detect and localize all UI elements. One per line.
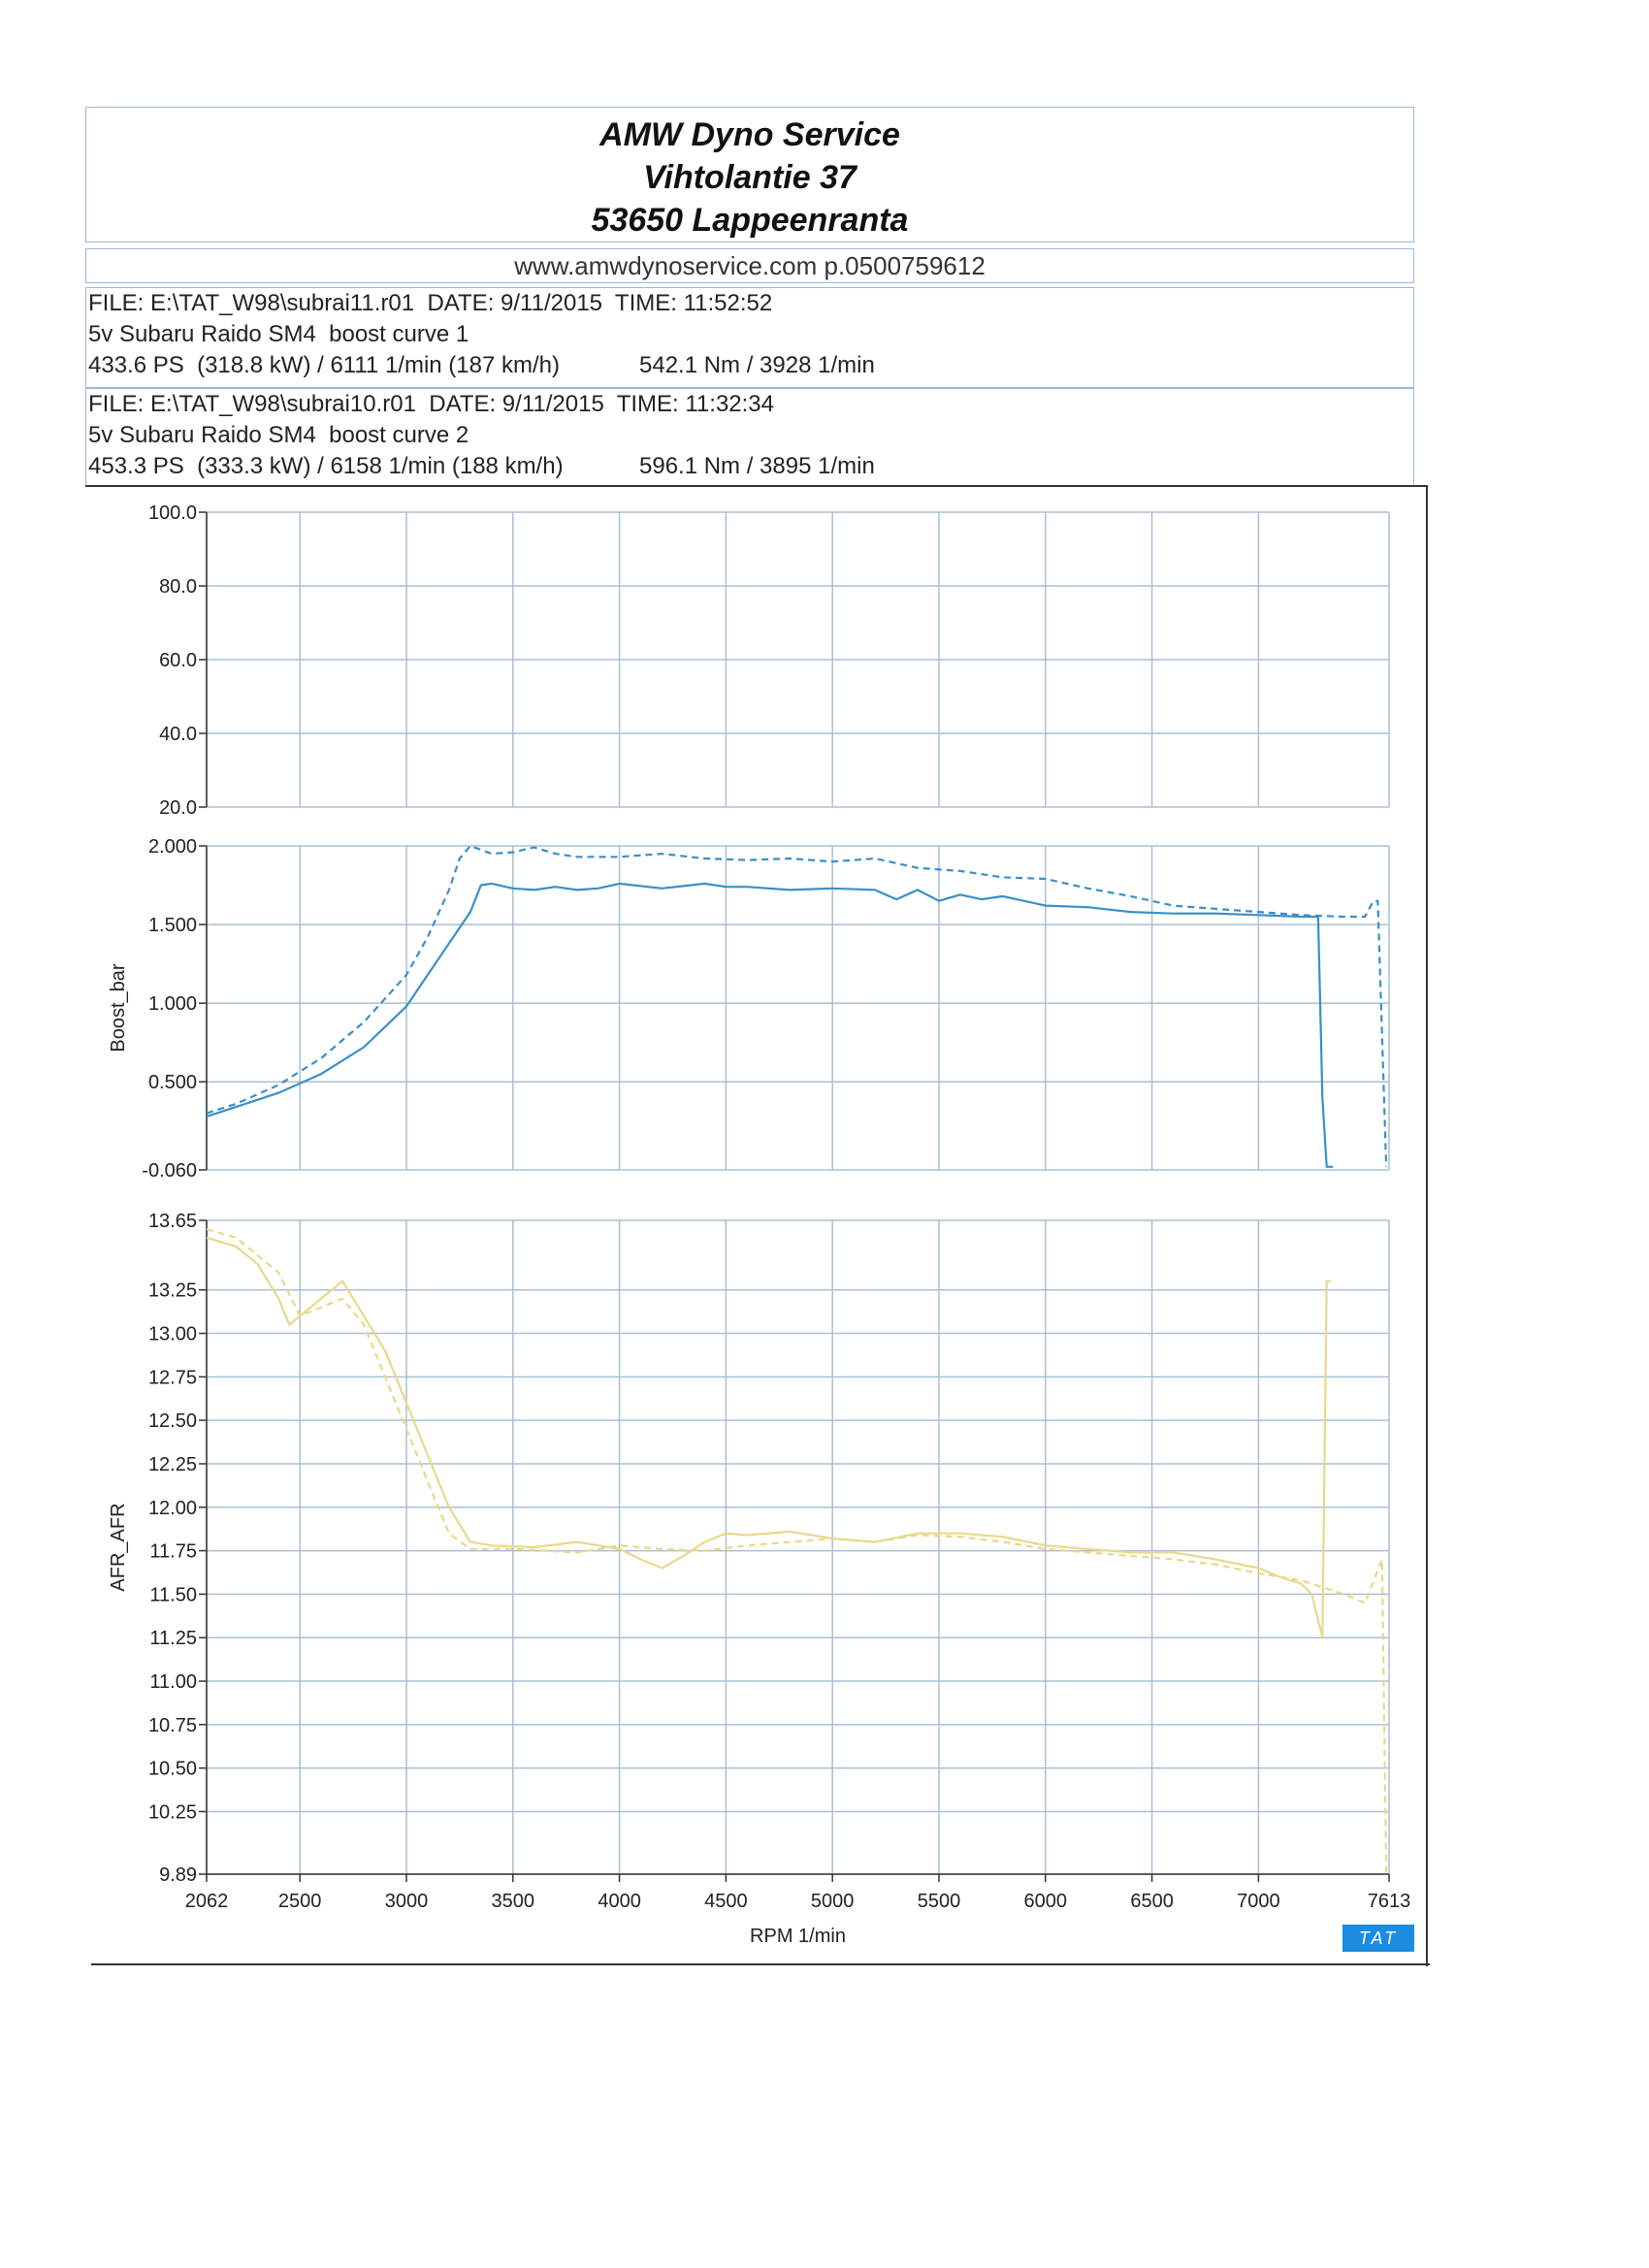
afr-panel-xlabel: RPM 1/min xyxy=(750,1926,846,1947)
afr-panel-ytick-label: 11.50 xyxy=(149,1584,197,1605)
run-power: 433.6 PS (318.8 kW) / 6111 1/min (187 km… xyxy=(88,352,560,378)
company-street: Vihtolantie 37 xyxy=(643,159,857,196)
top-panel-ytick-label: 20.0 xyxy=(159,797,197,819)
header-box: AMW Dyno Service Vihtolantie 37 53650 La… xyxy=(85,107,1414,243)
afr-panel-ytick-label: 11.00 xyxy=(149,1671,197,1693)
top-panel-ytick-label: 60.0 xyxy=(159,650,197,671)
run-result-line: 453.3 PS (333.3 kW) / 6158 1/min (188 km… xyxy=(88,451,1413,482)
afr-panel-ytick-label: 10.75 xyxy=(148,1715,197,1736)
afr-panel-xtick-label: 4000 xyxy=(598,1891,641,1912)
afr-panel-xtick-label: 7000 xyxy=(1237,1891,1280,1912)
boost-panel-series-2-line xyxy=(206,844,1388,1167)
afr-panel-xtick-label: 3500 xyxy=(492,1891,535,1912)
afr-panel-series-2-line xyxy=(206,1227,1388,1873)
run-description: 5v Subaru Raido SM4 boost curve 1 xyxy=(88,321,469,347)
company-city: 53650 Lappeenranta xyxy=(591,202,909,239)
afr-panel-xtick-label: 7613 xyxy=(1368,1891,1411,1912)
chart-frame-bottom xyxy=(91,1963,1430,1965)
boost-panel-ytick-label: 2.000 xyxy=(148,836,197,858)
afr-panel-xtick-label: 5000 xyxy=(811,1891,855,1912)
run-description: 5v Subaru Raido SM4 boost curve 2 xyxy=(88,422,469,448)
run-file-line: FILE: E:\TAT_W98\subrai10.r01 DATE: 9/11… xyxy=(88,391,775,417)
boost-panel-ytick-label: 0.500 xyxy=(148,1072,197,1093)
run-power: 453.3 PS (333.3 kW) / 6158 1/min (188 km… xyxy=(88,453,564,479)
afr-panel-xtick-label: 2500 xyxy=(278,1891,322,1912)
afr-panel-xtick-label: 5500 xyxy=(918,1891,961,1912)
afr-panel-series-1-line xyxy=(206,1236,1331,1639)
top-panel-ytick-label: 100.0 xyxy=(148,502,197,524)
afr-panel-ylabel: AFR_AFR xyxy=(108,1503,129,1591)
run-torque: 596.1 Nm / 3895 1/min xyxy=(639,453,875,479)
afr-panel-ytick-label: 13.65 xyxy=(148,1211,197,1232)
afr-panel-ytick-label: 13.25 xyxy=(148,1280,197,1302)
afr-panel-ytick-label: 12.75 xyxy=(148,1367,197,1388)
tat-logo: TAT xyxy=(1342,1925,1414,1952)
afr-panel-ytick-label: 11.75 xyxy=(149,1541,197,1563)
afr-panel-ytick-label: 12.00 xyxy=(148,1498,197,1519)
run-torque: 542.1 Nm / 3928 1/min xyxy=(639,352,875,378)
company-web-phone: www.amwdynoservice.com p.0500759612 xyxy=(85,248,1414,283)
run-result-line: 433.6 PS (318.8 kW) / 6111 1/min (187 km… xyxy=(88,350,1413,381)
afr-panel-ytick-label: 9.89 xyxy=(159,1864,197,1886)
afr-panel-ytick-label: 12.25 xyxy=(148,1454,197,1475)
afr-panel-ytick-label: 12.50 xyxy=(148,1410,197,1432)
afr-panel-xtick-label: 6000 xyxy=(1024,1891,1068,1912)
boost-panel-series-1-line xyxy=(206,882,1334,1168)
afr-panel-xtick-label: 6500 xyxy=(1130,1891,1174,1912)
afr-panel-xtick-label: 4500 xyxy=(704,1891,748,1912)
top-panel-ytick-label: 80.0 xyxy=(159,576,197,598)
afr-panel-ytick-label: 10.25 xyxy=(148,1801,197,1823)
chart-frame xyxy=(85,485,1428,1966)
company-name: AMW Dyno Service xyxy=(599,116,900,153)
afr-panel-ytick-label: 10.50 xyxy=(148,1759,197,1780)
boost-panel-ylabel: Boost_bar xyxy=(108,963,129,1053)
run-file-line: FILE: E:\TAT_W98\subrai11.r01 DATE: 9/11… xyxy=(88,290,773,316)
boost-panel-ytick-label: -0.060 xyxy=(142,1160,197,1182)
boost-panel-ytick-label: 1.500 xyxy=(148,915,197,936)
top-panel-ytick-label: 40.0 xyxy=(159,724,197,745)
afr-panel-ytick-label: 11.25 xyxy=(149,1628,197,1649)
afr-panel-xtick-label: 3000 xyxy=(385,1891,429,1912)
boost-panel-ytick-label: 1.000 xyxy=(148,993,197,1015)
afr-panel-xtick-label: 2062 xyxy=(185,1891,229,1912)
run-info-1: FILE: E:\TAT_W98\subrai11.r01 DATE: 9/11… xyxy=(85,287,1414,388)
afr-panel-ytick-label: 13.00 xyxy=(148,1324,197,1345)
run-info-2: FILE: E:\TAT_W98\subrai10.r01 DATE: 9/11… xyxy=(85,388,1414,487)
